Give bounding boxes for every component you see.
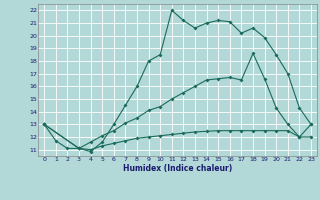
X-axis label: Humidex (Indice chaleur): Humidex (Indice chaleur) [123, 164, 232, 173]
